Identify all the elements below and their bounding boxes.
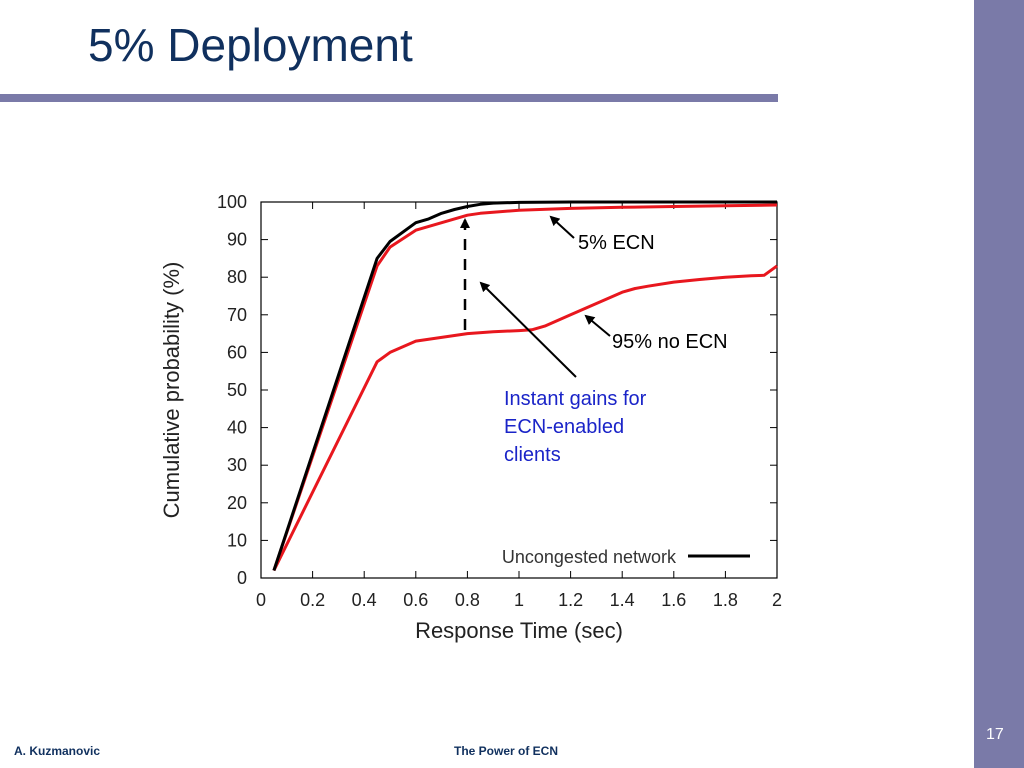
x-tick-label: 2: [772, 590, 782, 610]
ecn-annotation-arrow: [549, 215, 575, 239]
ecn-annotation-label: 5% ECN: [578, 232, 655, 254]
y-tick-label: 10: [227, 530, 247, 550]
x-tick-label: 1.8: [713, 590, 738, 610]
no-ecn-annotation-arrow: [584, 314, 611, 337]
y-tick-label: 40: [227, 418, 247, 438]
legend-label: Uncongested network: [502, 547, 677, 567]
x-tick-label: 0.4: [352, 590, 377, 610]
page-number: 17: [986, 726, 1004, 743]
y-tick-label: 70: [227, 305, 247, 325]
footer-author: A. Kuzmanovic: [14, 744, 101, 758]
x-tick-label: 0.8: [455, 590, 480, 610]
right-sidebar-band: [974, 0, 1024, 768]
y-tick-label: 30: [227, 455, 247, 475]
x-axis-ticks: 0 0.2 0.4 0.6 0.8 1 1.2 1.4 1.6 1.8 2: [256, 202, 782, 610]
y-tick-label: 90: [227, 230, 247, 250]
x-tick-label: 1: [514, 590, 524, 610]
x-tick-label: 0.2: [300, 590, 325, 610]
x-tick-label: 1.6: [661, 590, 686, 610]
x-tick-label: 1.4: [610, 590, 635, 610]
y-tick-label: 80: [227, 267, 247, 287]
y-tick-label: 60: [227, 342, 247, 362]
series-line-95-no-ecn: [272, 264, 778, 572]
x-tick-label: 0.6: [403, 590, 428, 610]
instant-gains-line-2: ECN-enabled: [504, 416, 624, 438]
instant-gains-line-1: Instant gains for: [504, 388, 647, 410]
x-tick-label: 0: [256, 590, 266, 610]
title-underline-bar: [0, 94, 778, 102]
y-tick-label: 100: [217, 192, 247, 212]
instant-gains-arrow: [479, 281, 577, 378]
slide-title: 5% Deployment: [88, 19, 413, 71]
y-tick-label: 20: [227, 493, 247, 513]
x-axis-title: Response Time (sec): [415, 618, 623, 643]
y-axis-title: Cumulative probability (%): [159, 262, 184, 519]
series-line-5-ecn: [272, 203, 778, 571]
no-ecn-annotation-label: 95% no ECN: [612, 331, 728, 353]
y-tick-label: 50: [227, 380, 247, 400]
series-line-uncongested-network: [272, 200, 777, 571]
instant-gains-line-3: clients: [504, 444, 561, 466]
series-layer: [272, 200, 778, 572]
y-tick-label: 0: [237, 568, 247, 588]
footer-title: The Power of ECN: [454, 744, 559, 758]
y-axis-ticks: 0 10 20 30 40 50 60 70 80 90 100: [217, 192, 777, 588]
x-tick-label: 1.2: [558, 590, 583, 610]
